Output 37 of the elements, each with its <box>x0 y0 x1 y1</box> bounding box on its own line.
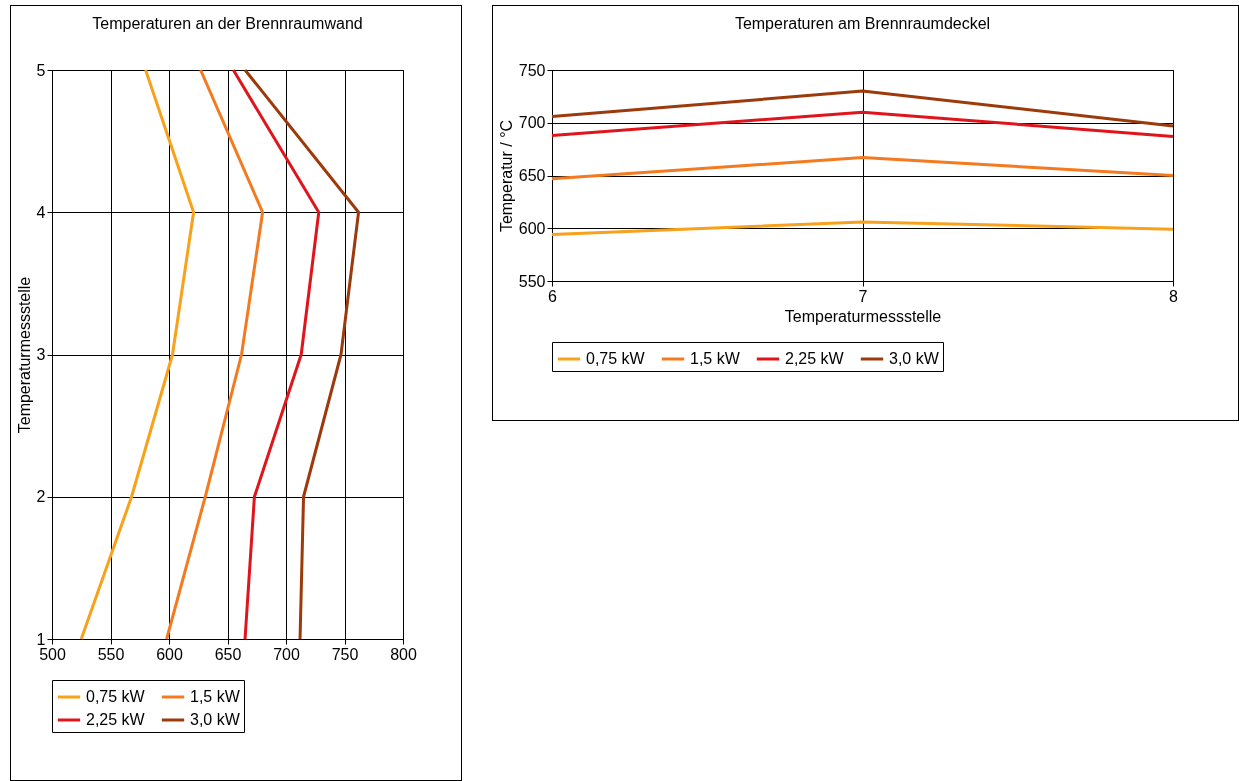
chart-title: Temperaturen am Brennraumdeckel <box>734 15 991 32</box>
chart-title: Temperaturen an der Brennraumwand <box>92 15 363 32</box>
x-tick-label: 7 <box>858 287 868 305</box>
x-tick-label: 750 <box>331 645 359 663</box>
y-tick-label: 5 <box>36 61 46 79</box>
legend-label: 0,75 kW <box>86 688 146 705</box>
x-tick-label: 6 <box>548 287 558 305</box>
y-tick-label: 4 <box>36 203 46 221</box>
legend-label: 1,5 kW <box>690 350 741 367</box>
x-tick-label: 700 <box>273 645 300 663</box>
y-tick-label: 700 <box>518 114 546 132</box>
line-series <box>231 68 321 641</box>
legend-label: 2,25 kW <box>785 350 845 367</box>
x-tick-label: 550 <box>97 645 125 663</box>
line-series <box>165 68 265 641</box>
x-tick-label: 500 <box>39 645 66 663</box>
y-tick-label: 650 <box>518 167 546 184</box>
x-tick-label: 8 <box>1169 287 1179 305</box>
x-tick-label: 800 <box>390 645 417 663</box>
y-tick-label: 600 <box>518 219 546 237</box>
y-tick-label: 3 <box>36 346 46 363</box>
legend-label: 3,0 kW <box>889 350 940 367</box>
line-series <box>243 68 361 641</box>
legend-label: 2,25 kW <box>86 711 146 728</box>
x-axis-title: Temperaturmessstelle <box>784 307 942 325</box>
y-axis-title: Temperaturmessstelle <box>15 276 33 434</box>
legend-label: 0,75 kW <box>586 350 646 367</box>
x-tick-label: 650 <box>214 645 242 663</box>
x-tick-label: 600 <box>156 645 183 663</box>
y-axis-title: Temperatur / °C <box>497 119 515 233</box>
y-tick-label: 2 <box>36 488 46 506</box>
line-series <box>79 68 196 641</box>
legend-label: 3,0 kW <box>190 711 241 728</box>
legend-label: 1,5 kW <box>190 688 241 705</box>
y-tick-label: 750 <box>518 61 546 79</box>
y-tick-label: 1 <box>36 630 46 648</box>
y-tick-label: 550 <box>518 272 546 290</box>
